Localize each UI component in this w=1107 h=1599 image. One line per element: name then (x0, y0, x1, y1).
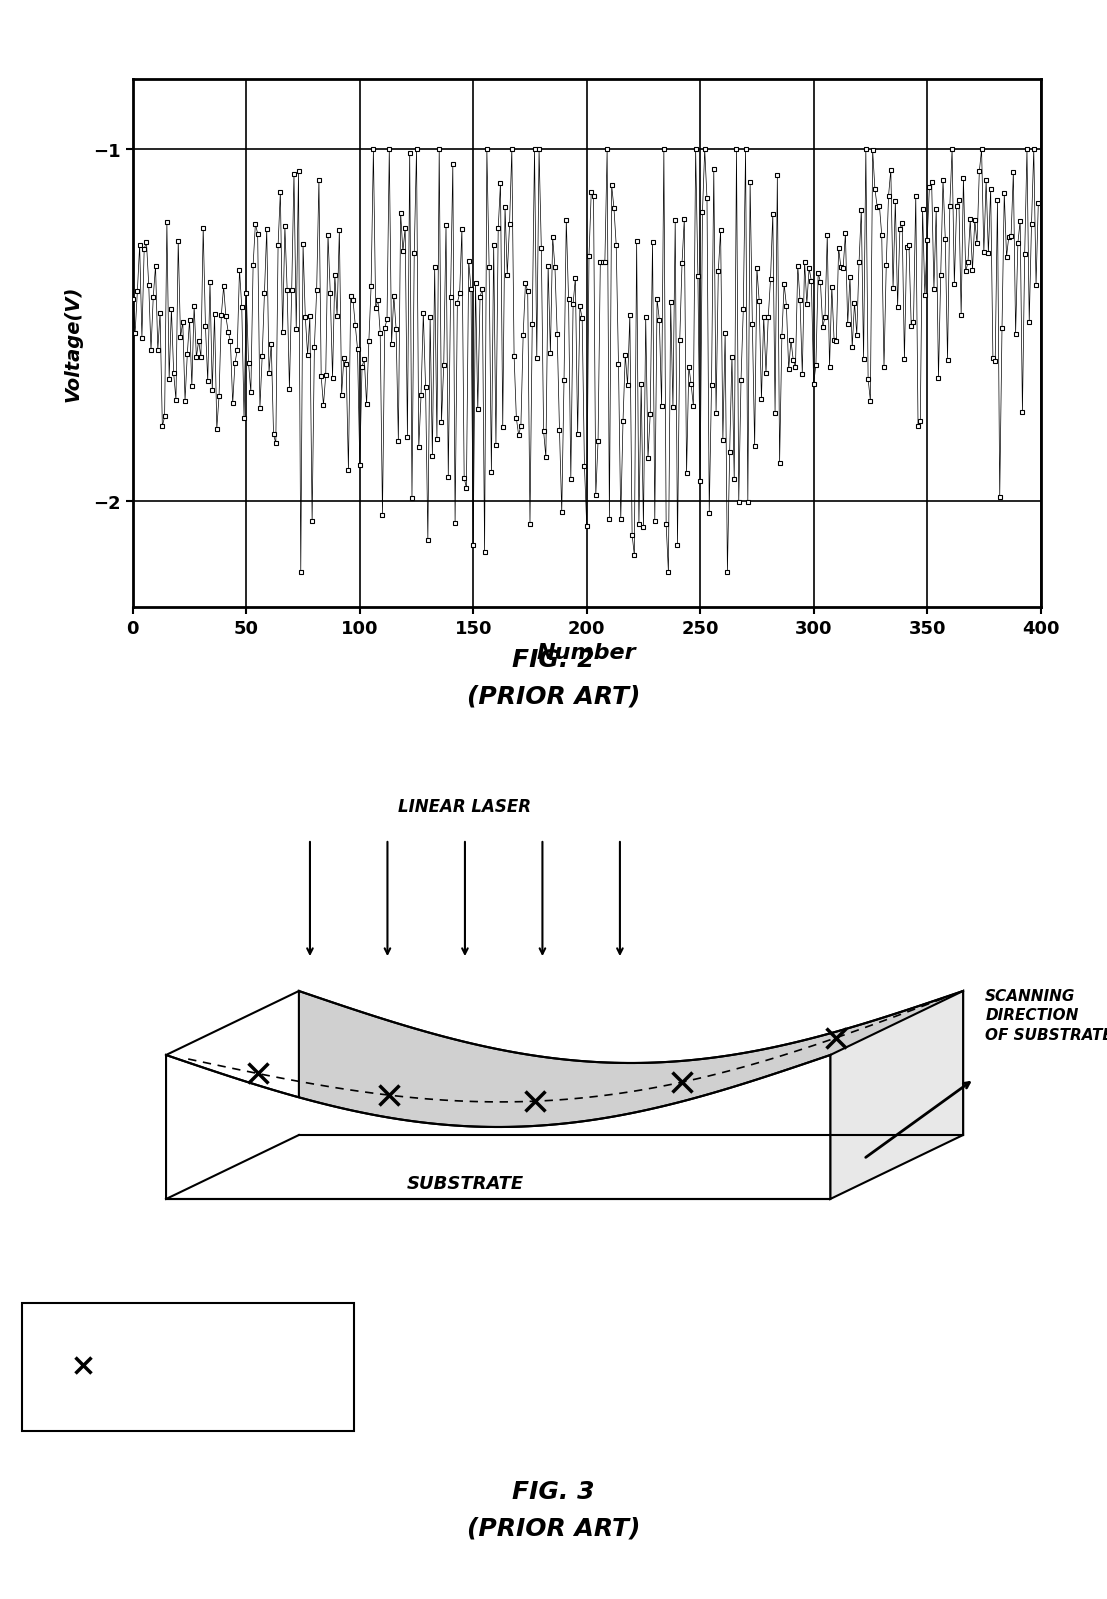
X-axis label: Number: Number (537, 643, 637, 664)
Text: LINEAR LASER: LINEAR LASER (399, 798, 531, 815)
FancyBboxPatch shape (22, 1303, 354, 1431)
Text: FIG. 2: FIG. 2 (513, 648, 594, 672)
Polygon shape (166, 1055, 830, 1199)
Text: SUBSTRATE: SUBSTRATE (406, 1174, 524, 1193)
Polygon shape (299, 991, 963, 1135)
Y-axis label: Voltage(V): Voltage(V) (63, 286, 82, 401)
Polygon shape (830, 991, 963, 1199)
Text: (PRIOR ART): (PRIOR ART) (467, 1516, 640, 1540)
Text: LASER FOCUS
POINT: LASER FOCUS POINT (116, 1348, 234, 1382)
Text: (PRIOR ART): (PRIOR ART) (467, 684, 640, 708)
Text: FIG. 3: FIG. 3 (513, 1479, 594, 1503)
Text: SCANNING
DIRECTION
OF SUBSTRATE: SCANNING DIRECTION OF SUBSTRATE (985, 988, 1107, 1043)
